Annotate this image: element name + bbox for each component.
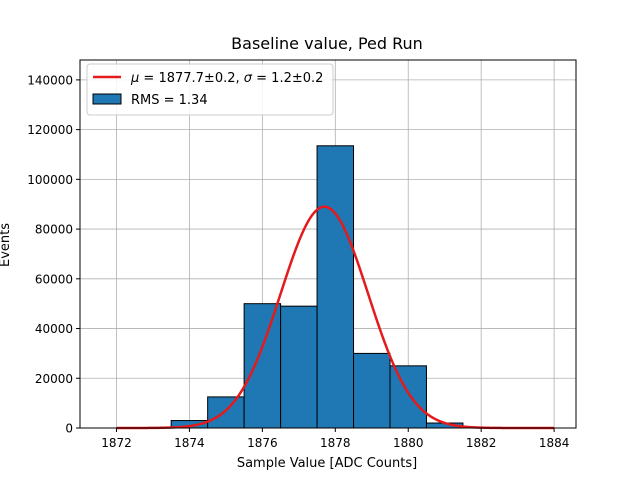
y-tick-label: 100000 <box>27 173 73 187</box>
y-axis-label: Events <box>0 223 13 267</box>
legend-mu-symbol: μ <box>130 71 139 86</box>
x-tick-label: 1872 <box>101 436 132 450</box>
x-tick-label: 1884 <box>539 436 570 450</box>
histogram-bar <box>316 145 355 429</box>
legend-box <box>86 63 334 116</box>
legend-histogram-swatch <box>92 93 122 105</box>
x-tick-label: 1882 <box>466 436 497 450</box>
histogram-bar <box>243 303 282 429</box>
x-axis-label: Sample Value [ADC Counts] <box>237 456 417 471</box>
legend-histogram-label: RMS = 1.34 <box>131 93 208 108</box>
histogram-bar <box>280 305 318 429</box>
histogram-bar <box>353 352 391 429</box>
histogram-bar <box>389 365 427 429</box>
y-tick-label: 40000 <box>35 322 73 336</box>
plot-frame <box>79 59 577 429</box>
legend-mu-value: = 1877.7±0.2, <box>139 71 243 86</box>
x-tick-label: 1878 <box>320 436 351 450</box>
histogram-bars <box>170 145 464 429</box>
chart-title: Baseline value, Ped Run <box>231 34 423 53</box>
y-tick-label: 0 <box>65 422 73 436</box>
x-tick-label: 1880 <box>393 436 424 450</box>
y-tick-label: 20000 <box>35 372 73 386</box>
y-axis-ticks: 0 20000 40000 60000 80000 100000 120000 140000 <box>27 73 80 436</box>
legend-sigma-symbol: σ <box>244 71 253 86</box>
x-axis-ticks: 1872 1874 1876 1878 1880 1882 1884 <box>101 428 569 450</box>
x-tick-label: 1876 <box>247 436 278 450</box>
y-tick-label: 120000 <box>27 123 73 137</box>
x-tick-label: 1874 <box>174 436 205 450</box>
y-tick-label: 140000 <box>27 73 73 87</box>
y-tick-label: 60000 <box>35 272 73 286</box>
legend-sigma-value: = 1.2±0.2 <box>252 71 323 86</box>
legend-fit-label: μ = 1877.7±0.2, σ = 1.2±0.2 <box>130 71 323 86</box>
histogram-bar <box>207 396 245 429</box>
y-tick-label: 80000 <box>35 223 73 237</box>
legend: μ = 1877.7±0.2, σ = 1.2±0.2 RMS = 1.34 <box>86 63 334 116</box>
